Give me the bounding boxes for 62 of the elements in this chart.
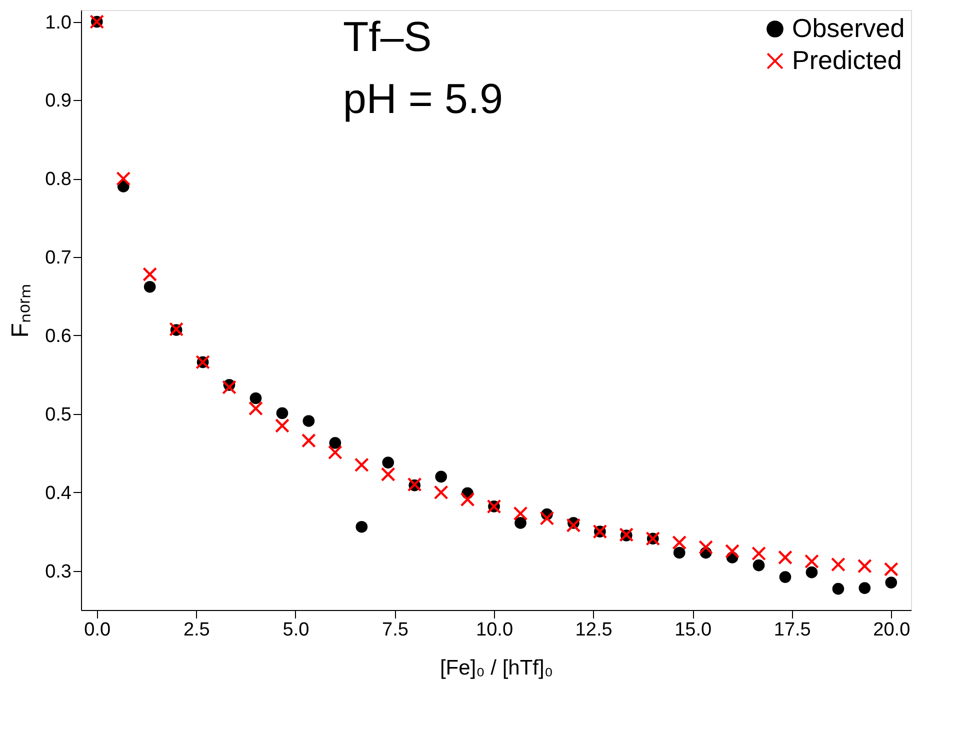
y-tick-label: 0.3 (45, 561, 72, 582)
x-tick-label: 15.0 (674, 620, 712, 640)
x-tick-label: 10.0 (476, 620, 514, 640)
y-tick-label: 0.6 (45, 326, 72, 347)
y-axis-title: Fₙₒᵣₘ (7, 283, 34, 338)
point (142, 267, 158, 282)
point (116, 171, 131, 186)
annotation: pH = 5.9 (343, 75, 503, 122)
point (302, 415, 315, 427)
legend-label: Predicted (792, 45, 902, 75)
point (857, 558, 872, 574)
x-tick-label: 7.5 (382, 620, 408, 640)
point (540, 511, 554, 526)
point (858, 582, 871, 594)
point (328, 445, 342, 460)
point (435, 470, 447, 483)
point (725, 544, 740, 558)
x-tick-label: 20.0 (873, 620, 910, 640)
y-tick-label: 0.8 (45, 169, 72, 190)
x-tick-label: 5.0 (282, 620, 310, 640)
point (380, 467, 396, 482)
point (434, 485, 448, 500)
y-tick-label: 0.7 (45, 248, 72, 269)
point (752, 546, 766, 561)
x-tick-label: 2.5 (183, 620, 210, 640)
x-tick-label: 12.5 (575, 620, 612, 640)
point (778, 550, 792, 565)
point (144, 280, 156, 293)
x-tick-label: 0.0 (84, 620, 111, 640)
point (885, 576, 898, 588)
point (672, 535, 687, 550)
point (301, 433, 316, 448)
point (832, 582, 844, 595)
y-tick-label: 1.0 (45, 12, 72, 34)
point (248, 401, 263, 416)
x-axis-title: [Fe]₀ / [hTf]₀ (440, 656, 554, 680)
y-tick-label: 0.9 (45, 90, 72, 112)
legend-label: Observed (792, 13, 905, 43)
point (276, 407, 288, 420)
point (329, 437, 342, 449)
point (806, 566, 818, 578)
point (884, 562, 898, 576)
point (222, 380, 236, 394)
point (514, 517, 526, 529)
y-tick-label: 0.4 (45, 482, 72, 504)
point (830, 557, 846, 572)
point (698, 540, 714, 554)
x-tick-label: 17.5 (774, 620, 811, 640)
point (356, 520, 368, 533)
point (673, 546, 686, 559)
annotation: Tf–S (343, 13, 432, 60)
point (275, 418, 290, 433)
point (382, 456, 394, 468)
point (752, 559, 765, 572)
y-tick-label: 0.5 (45, 404, 72, 426)
point (566, 518, 581, 533)
point (460, 492, 475, 507)
point (354, 458, 369, 472)
point (779, 571, 792, 583)
point (804, 554, 819, 569)
point (513, 506, 528, 521)
point (250, 392, 262, 404)
